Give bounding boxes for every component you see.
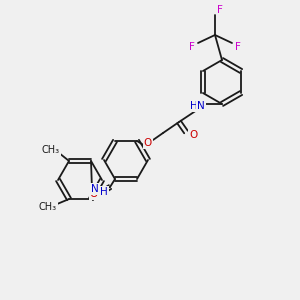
- Text: F: F: [217, 5, 223, 15]
- Text: O: O: [144, 138, 152, 148]
- Text: CH₃: CH₃: [42, 145, 60, 155]
- Text: CH₃: CH₃: [39, 202, 57, 212]
- Text: F: F: [235, 42, 241, 52]
- Text: N: N: [91, 184, 99, 194]
- Text: O: O: [189, 130, 197, 140]
- Text: O: O: [90, 189, 98, 199]
- Text: N: N: [197, 101, 205, 111]
- Text: F: F: [189, 42, 195, 52]
- Text: H: H: [100, 187, 108, 197]
- Text: H: H: [190, 101, 198, 111]
